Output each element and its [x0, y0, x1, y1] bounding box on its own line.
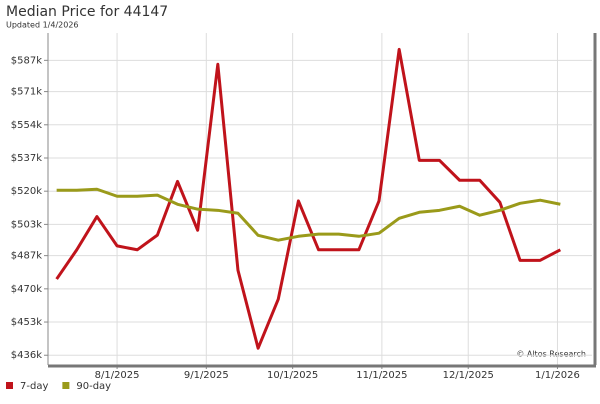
y-tick-label: $470k	[11, 284, 42, 295]
x-tick-label: 1/1/2026	[535, 370, 580, 381]
series-line	[56, 187, 561, 242]
legend-swatch	[62, 382, 70, 389]
watermark: © Altos Research	[516, 350, 586, 359]
legend-label: 7-day	[20, 381, 48, 392]
y-tick-label: $503k	[11, 219, 42, 230]
x-tick-label: 9/1/2025	[184, 370, 229, 381]
chart-subtitle: Updated 1/4/2026	[6, 21, 79, 30]
x-tick-label: 12/1/2025	[443, 370, 494, 381]
y-tick-label: $554k	[11, 120, 42, 131]
y-tick-label: $487k	[11, 251, 42, 262]
x-tick-label: 11/1/2025	[356, 370, 407, 381]
legend-swatch	[6, 382, 13, 389]
x-tick-label: 8/1/2025	[95, 370, 140, 381]
y-tick-label: $520k	[11, 186, 42, 197]
x-tick-label: 10/1/2025	[267, 370, 318, 381]
chart-title: Median Price for 44147	[6, 4, 168, 20]
y-tick-label: $453k	[11, 317, 42, 328]
plot-area	[48, 33, 592, 365]
y-tick-label: $436k	[11, 350, 42, 361]
y-tick-label: $587k	[11, 55, 42, 66]
legend-label: 90-day	[76, 381, 111, 392]
y-tick-label: $537k	[11, 153, 42, 164]
series-line	[55, 47, 562, 350]
y-tick-label: $571k	[11, 87, 42, 98]
